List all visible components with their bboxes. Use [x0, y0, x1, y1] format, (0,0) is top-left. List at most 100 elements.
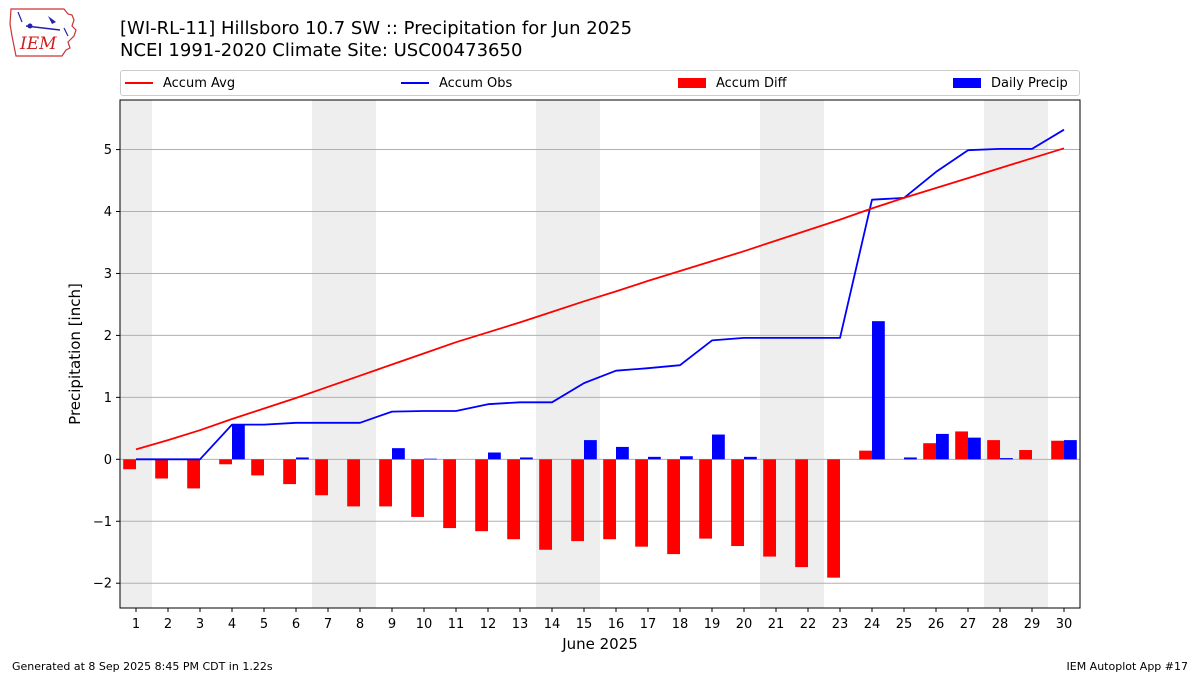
y-tick-label: 4 [104, 205, 112, 220]
x-tick-label: 2 [164, 617, 172, 632]
legend-item-accum-diff: Accum Diff [678, 71, 787, 95]
accum-diff-bar [923, 443, 936, 460]
accum-diff-bar [539, 459, 552, 550]
y-tick-label: 1 [104, 391, 112, 406]
legend-item-daily-precip: Daily Precip [953, 71, 1068, 95]
x-tick-label: 16 [608, 617, 625, 632]
accum-diff-bar [1019, 450, 1032, 460]
daily-precip-bar [904, 457, 917, 460]
chart-legend: Accum Avg Accum Obs Accum Diff Daily Pre… [120, 70, 1080, 96]
x-tick-label: 25 [896, 617, 913, 632]
x-tick-label: 18 [672, 617, 689, 632]
daily-precip-bar [968, 437, 981, 460]
generated-timestamp: Generated at 8 Sep 2025 8:45 PM CDT in 1… [12, 660, 273, 673]
accum-diff-bar [411, 459, 424, 517]
accum-diff-bar [315, 459, 328, 496]
y-tick-label: −2 [93, 577, 112, 592]
accum-diff-bar [251, 459, 264, 476]
legend-label-accum-avg: Accum Avg [163, 75, 236, 91]
accum-diff-bar [187, 459, 200, 489]
daily-precip-bar [1064, 440, 1077, 460]
legend-label-accum-diff: Accum Diff [716, 75, 787, 91]
x-tick-label: 14 [544, 617, 561, 632]
accum-diff-bar [667, 459, 680, 555]
daily-precip-bar [584, 440, 597, 460]
y-tick-label: 2 [104, 329, 112, 344]
x-tick-label: 26 [928, 617, 945, 632]
legend-item-accum-avg: Accum Avg [125, 71, 235, 95]
iem-iowa-map-icon [9, 8, 77, 57]
accum-diff-bar [603, 459, 616, 540]
x-tick-label: 24 [864, 617, 881, 632]
x-tick-label: 11 [448, 617, 465, 632]
x-tick-label: 13 [512, 617, 529, 632]
accum-diff-bar [795, 459, 808, 568]
weekend-shade-4 [984, 100, 1048, 608]
daily-precip-bar [872, 321, 885, 460]
chart-title: [WI-RL-11] Hillsboro 10.7 SW :: Precipit… [120, 18, 633, 39]
x-tick-label: 12 [480, 617, 497, 632]
y-tick-label: 0 [104, 453, 112, 468]
accum-diff-bar [827, 459, 840, 578]
logo-text: IEM [20, 34, 57, 54]
weekend-shade-0 [120, 100, 152, 608]
y-tick-label: 3 [104, 267, 112, 282]
x-tick-label: 5 [260, 617, 268, 632]
y-axis-label: Precipitation [inch] [66, 283, 84, 425]
daily-precip-bar [392, 448, 405, 460]
accum-diff-bar [1051, 440, 1064, 460]
accum-diff-bar [379, 459, 392, 507]
x-tick-label: 15 [576, 617, 593, 632]
accum-diff-bar [155, 459, 168, 479]
accum-diff-bar [219, 459, 232, 465]
legend-swatch-red-bar [678, 78, 706, 88]
accum-avg-line [135, 147, 1065, 451]
x-tick-label: 3 [196, 617, 204, 632]
iem-logo: IEM [8, 6, 80, 58]
daily-precip-bar [296, 457, 309, 460]
daily-precip-bar [744, 456, 757, 460]
x-tick-label: 6 [292, 617, 300, 632]
accum-obs-line [136, 128, 1065, 461]
x-tick-label: 19 [704, 617, 721, 632]
y-tick-label: 5 [104, 143, 112, 158]
daily-precip-bar [424, 458, 437, 460]
y-tick-label: −1 [93, 515, 112, 530]
accum-diff-bar [635, 459, 648, 547]
app-credit: IEM Autoplot App #17 [1066, 660, 1189, 673]
accum-diff-bar [443, 459, 456, 529]
daily-precip-bar [648, 456, 661, 460]
x-tick-label: 7 [324, 617, 332, 632]
daily-precip-bar [488, 452, 501, 460]
accum-diff-bar [571, 459, 584, 542]
x-tick-label: 29 [1024, 617, 1041, 632]
legend-label-daily-precip: Daily Precip [991, 75, 1068, 91]
daily-precip-bar [936, 433, 949, 460]
accum-diff-bar [763, 459, 776, 557]
x-axis-label: June 2025 [561, 635, 638, 653]
chart-subtitle: NCEI 1991-2020 Climate Site: USC00473650 [120, 40, 523, 61]
legend-swatch-blue-bar [953, 78, 981, 88]
accum-diff-bar [955, 431, 968, 460]
x-tick-label: 21 [768, 617, 785, 632]
daily-precip-bar [616, 446, 629, 460]
legend-swatch-red-line [125, 82, 153, 84]
x-tick-label: 17 [640, 617, 657, 632]
x-tick-label: 23 [832, 617, 849, 632]
daily-precip-bar [712, 434, 725, 460]
x-tick-label: 1 [132, 617, 140, 632]
legend-swatch-blue-line [401, 82, 429, 84]
accum-diff-bar [475, 459, 488, 532]
accum-diff-bar [987, 440, 1000, 460]
accum-diff-bar [347, 459, 360, 507]
accum-diff-bar [507, 459, 520, 540]
x-tick-label: 8 [356, 617, 364, 632]
x-tick-label: 27 [960, 617, 977, 632]
x-tick-label: 9 [388, 617, 396, 632]
legend-item-accum-obs: Accum Obs [401, 71, 512, 95]
daily-precip-bar [232, 424, 245, 460]
legend-label-accum-obs: Accum Obs [439, 75, 513, 91]
daily-precip-bar [680, 456, 693, 460]
accum-diff-bar [731, 459, 744, 547]
